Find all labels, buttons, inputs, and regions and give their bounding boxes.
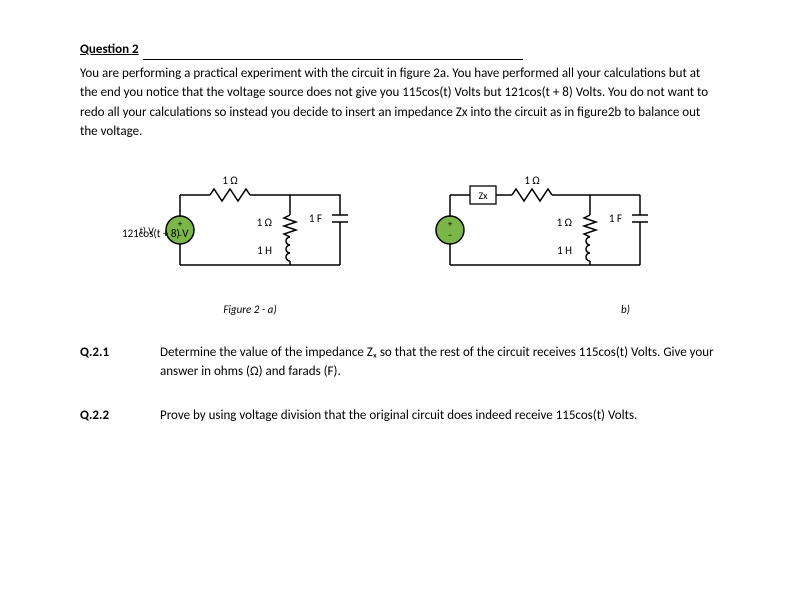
- subquestion-2-text: Prove by using voltage division that the…: [160, 406, 720, 426]
- svg-text:+: +: [448, 219, 453, 230]
- r-top-label: 1 Ω: [222, 174, 237, 187]
- source-label-b-ext: 121cos(t + 8) V: [122, 227, 189, 240]
- svg-text:−: −: [448, 230, 452, 241]
- r-top-label-b: 1 Ω: [524, 174, 539, 187]
- circuit-a-svg: + − 1 Ω 1 Ω 1 H 1 F 115cos(t) V: [140, 160, 360, 290]
- zx-label: Zx: [478, 189, 488, 202]
- subquestion-1: Q.2.1 Determine the value of the impedan…: [80, 343, 720, 382]
- l-mid-label-b: 1 H: [557, 244, 572, 257]
- l-mid-label: 1 H: [257, 244, 272, 257]
- question-heading: Question 2: [80, 42, 139, 57]
- r-mid-label-b: 1 Ω: [557, 216, 572, 229]
- figure-a-caption: Figure 2 - a): [140, 302, 360, 319]
- c-right-label-b: 1 F: [609, 212, 622, 225]
- document-page: Question 2 You are performing a practica…: [0, 0, 800, 445]
- question-heading-row: Question 2: [80, 40, 720, 60]
- subquestion-2: Q.2.2 Prove by using voltage division th…: [80, 406, 720, 426]
- question-intro: You are performing a practical experimen…: [80, 64, 720, 142]
- subquestion-1-label: Q.2.1: [80, 343, 160, 382]
- heading-rule: [143, 59, 523, 60]
- figure-b-caption: b): [420, 302, 660, 319]
- figures-container: + − 1 Ω 1 Ω 1 H 1 F 115cos(t) V 115cos(t…: [80, 160, 720, 319]
- subquestion-2-label: Q.2.2: [80, 406, 160, 426]
- circuit-b-svg: + − Zx: [420, 160, 660, 290]
- c-right-label: 1 F: [309, 212, 322, 225]
- figure-2b: + − Zx: [420, 160, 660, 319]
- r-mid-label: 1 Ω: [257, 216, 272, 229]
- subquestion-1-text: Determine the value of the impedance Zₓ …: [160, 343, 720, 382]
